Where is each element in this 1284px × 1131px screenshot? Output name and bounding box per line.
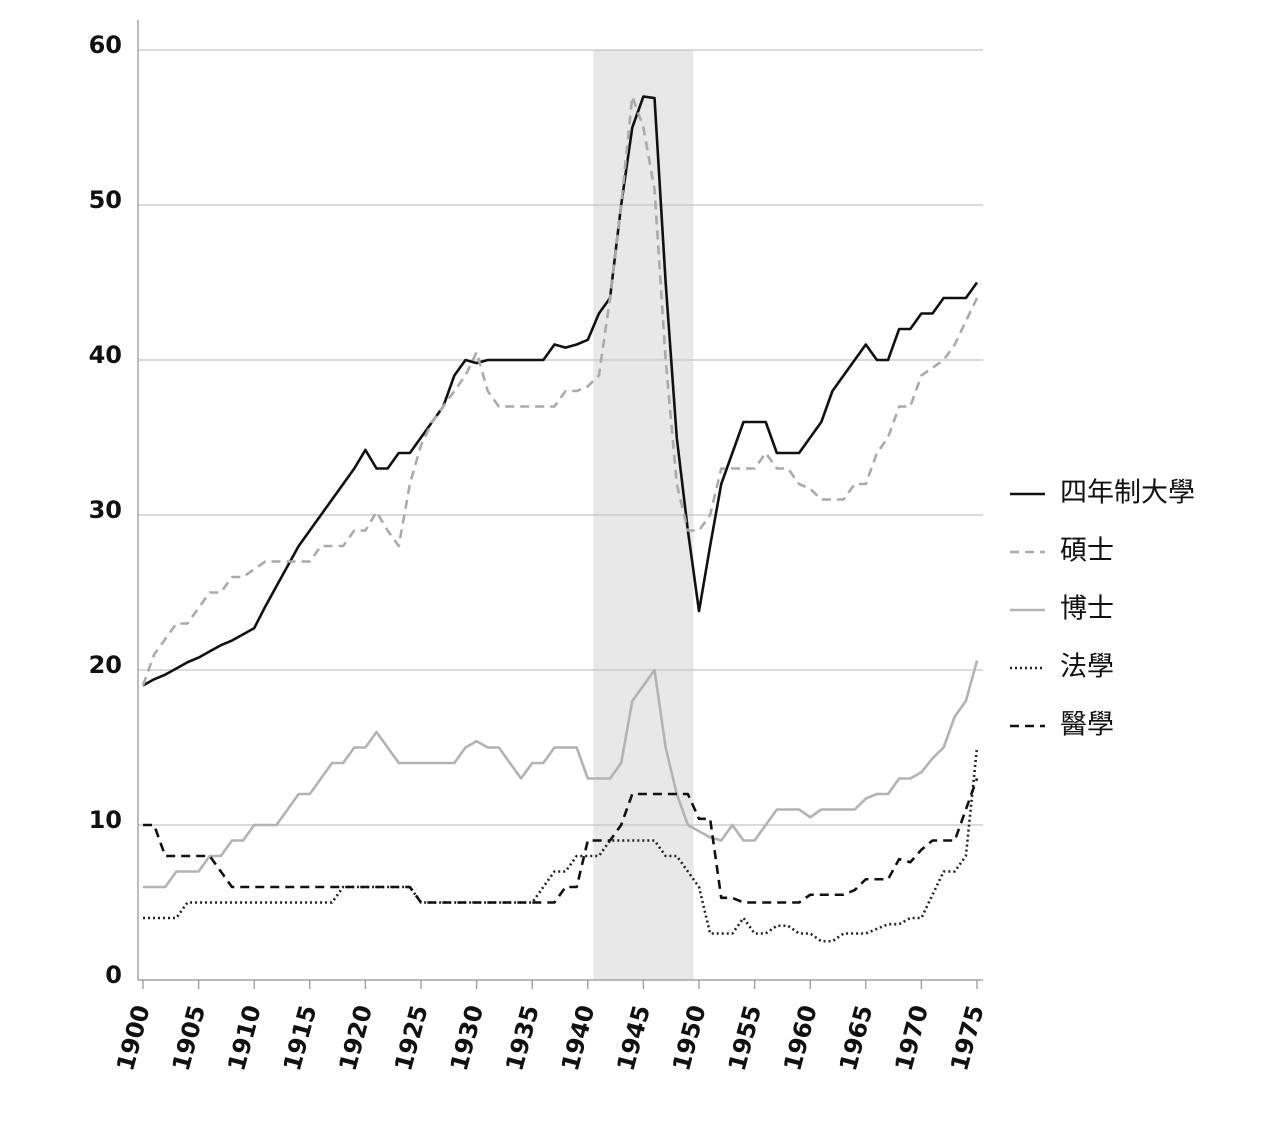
x-tick-label: 1960 (778, 1002, 822, 1074)
series-line (141, 95, 979, 686)
y-tick-label: 50 (89, 186, 122, 214)
x-tick-label: 1935 (500, 1002, 544, 1074)
x-tick-label: 1915 (278, 1002, 322, 1074)
series-line (143, 778, 979, 904)
x-tick-label: 1940 (556, 1002, 600, 1074)
y-tick-label: 20 (89, 651, 122, 679)
x-tick-label: 1905 (167, 1002, 211, 1074)
y-tick-label: 40 (89, 341, 122, 369)
legend-label: 四年制大學 (1060, 478, 1195, 509)
x-tick-label: 1965 (834, 1002, 878, 1074)
x-tick-label: 1920 (334, 1002, 378, 1074)
series-line (142, 95, 979, 687)
legend-label: 法學 (1060, 652, 1114, 683)
legend-label: 博士 (1060, 594, 1114, 625)
x-tick-label: 1970 (890, 1002, 934, 1074)
y-tick-label: 10 (89, 806, 122, 834)
series-line (143, 660, 979, 889)
x-tick-label: 1910 (222, 1002, 266, 1074)
x-tick-label: 1900 (111, 1002, 155, 1074)
x-tick-label: 1925 (389, 1002, 433, 1074)
x-tick-label: 1930 (445, 1002, 489, 1074)
y-tick-label: 0 (105, 961, 122, 989)
legend-label: 碩士 (1060, 536, 1114, 567)
series-line (143, 747, 979, 943)
x-tick-label: 1945 (612, 1002, 656, 1074)
y-tick-label: 30 (89, 496, 122, 524)
x-tick-label: 1975 (945, 1002, 989, 1074)
x-tick-label: 1950 (667, 1002, 711, 1074)
x-tick-label: 1955 (723, 1002, 767, 1074)
legend-label: 醫學 (1060, 710, 1114, 741)
y-tick-label: 60 (89, 31, 122, 59)
